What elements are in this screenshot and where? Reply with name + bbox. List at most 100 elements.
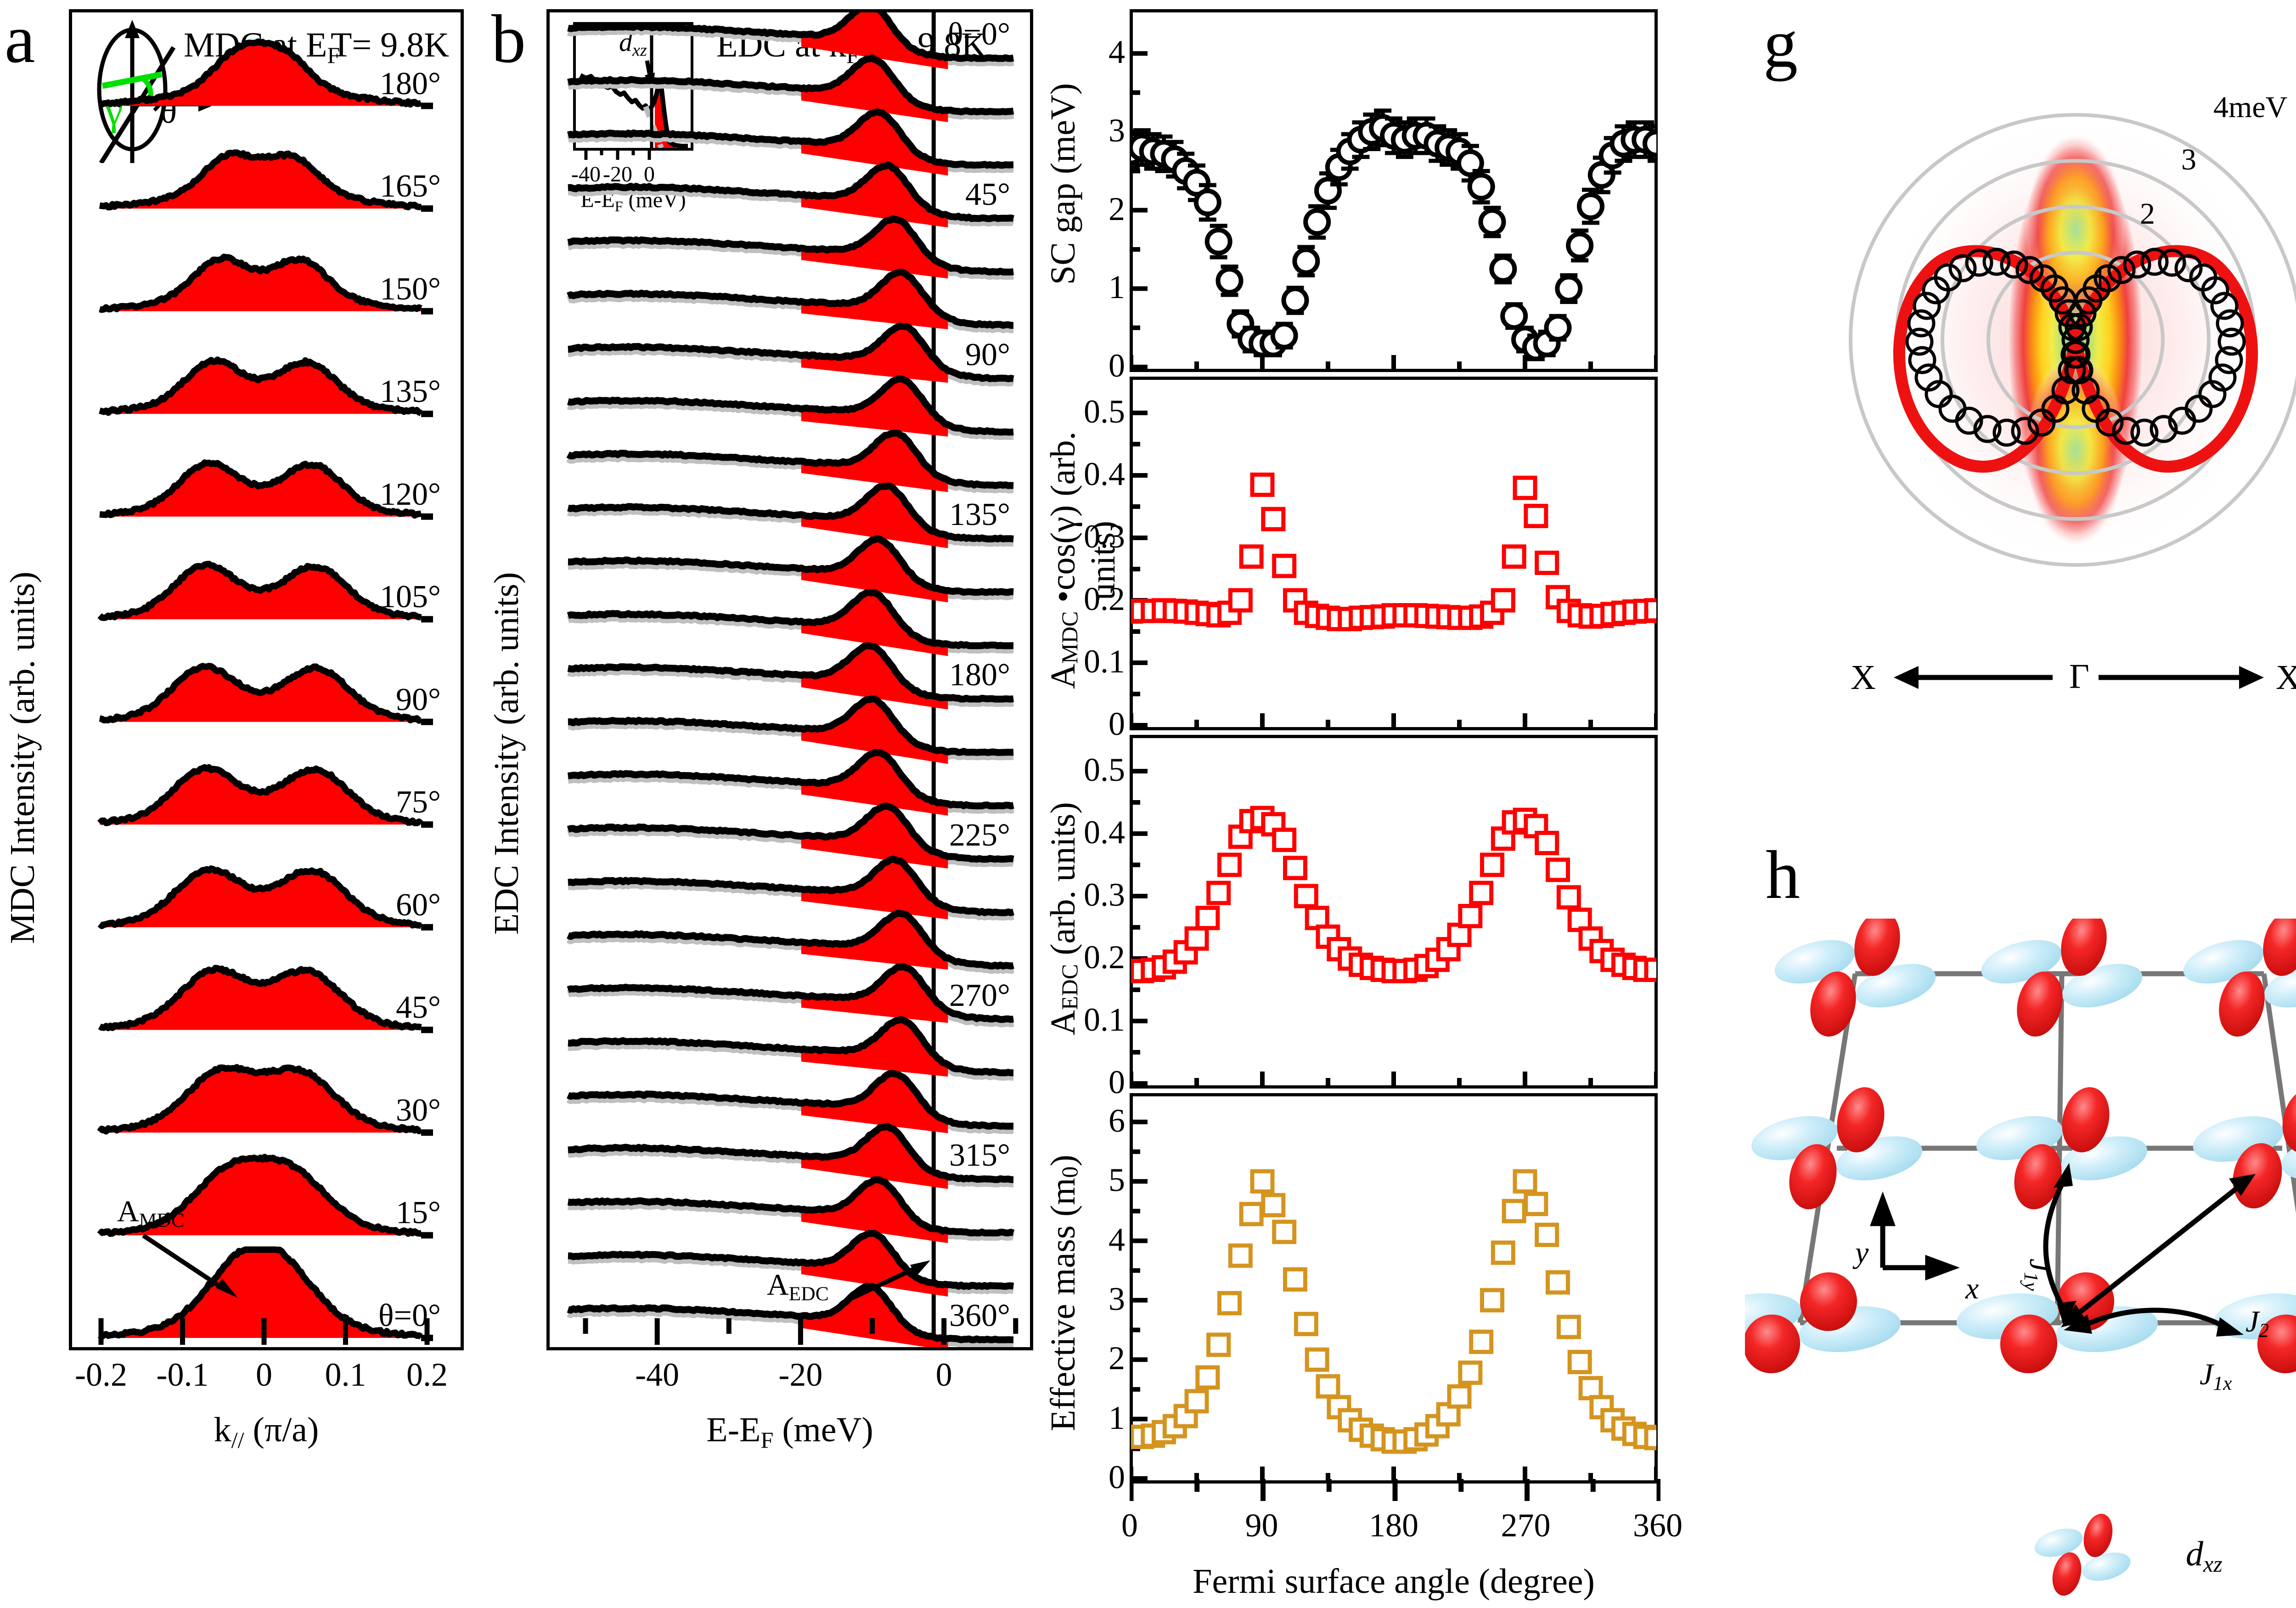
panel-f-ytick-label: 2 xyxy=(1109,1340,1125,1377)
panel-a-xtick-label: 0.1 xyxy=(325,1356,366,1393)
panel-a-xlabel: k// (π/a) xyxy=(69,1410,464,1453)
panel-g-contour-label-3: 3 xyxy=(2181,143,2196,176)
panels-cdef-xtick-label: 0 xyxy=(1121,1507,1138,1544)
panel-b-angle-label: 225° xyxy=(949,817,1010,853)
panel-d-ytick-label: 0.3 xyxy=(1084,518,1125,555)
panel-a-angle-label: 180° xyxy=(380,66,441,102)
panel-b-letter: b xyxy=(491,1,526,77)
panel-a: a MDC Intensity (arb. units) MDC at EF T… xyxy=(0,0,478,1608)
panels-cdef-xtick-labels: 0 90 180 270 360 xyxy=(1121,1506,1683,1552)
panel-b-aedc-label: AEDC xyxy=(767,1268,829,1305)
panel-b-angle-label: 135° xyxy=(949,497,1010,533)
panels-cdef-xtick-label: 90 xyxy=(1245,1507,1278,1544)
panel-b-angle-label: 270° xyxy=(949,977,1010,1013)
panel-a-angle-label: θ=0° xyxy=(378,1298,441,1333)
panel-a-gamma-label: γ xyxy=(105,88,123,134)
panel-d-plot xyxy=(1131,411,1656,729)
panel-d: d AMDC •cos(γ) (arb. units) 00.10.20.30.… xyxy=(1038,372,1690,742)
panel-g-contour-label-4mev: 4meV xyxy=(2213,90,2288,124)
panel-a-xaxis-ticks xyxy=(98,1318,430,1345)
panel-d-ytick-label: 0 xyxy=(1109,705,1125,742)
panel-h-coupling-j1x-label: J1x xyxy=(2200,1357,2232,1395)
panel-d-ytick-label: 0.4 xyxy=(1084,456,1125,492)
panel-h-j2-main: J xyxy=(2245,1305,2259,1338)
panel-g-fermi-surface-map xyxy=(1849,110,2296,570)
panel-g: g xyxy=(1699,0,2296,744)
panel-b-inset-xlabel-sub: F xyxy=(614,198,623,214)
panel-b-xaxis-ticks xyxy=(583,1318,1019,1345)
panel-a-amdc-main: A xyxy=(117,1195,139,1228)
panel-f-ylabel: Effective mass (m0) xyxy=(1043,1121,1083,1465)
panel-f-ylabel-main: Effective mass (m xyxy=(1044,1178,1082,1431)
panel-c-plot xyxy=(1131,51,1656,371)
panel-a-angle-label: 60° xyxy=(396,887,441,923)
panel-b-xlabel-unit: (meV) xyxy=(773,1411,873,1449)
panel-b-xtick-label: -20 xyxy=(778,1356,823,1393)
panel-h-coupling-j2-label: J2 xyxy=(2245,1304,2269,1342)
panels-cdef-xtick-label: 360 xyxy=(1633,1507,1683,1544)
panel-f-ylabel-rest: ) xyxy=(1044,1155,1082,1167)
panel-f-ytick-labels: 0 1 2 3 4 5 6 xyxy=(1079,1089,1125,1495)
panel-e-plot xyxy=(1131,769,1656,1087)
panel-c-ytick-label: 2 xyxy=(1109,190,1125,227)
panels-cdef-xtick-label: 180 xyxy=(1369,1507,1418,1544)
panel-a-angle-label: 45° xyxy=(396,990,441,1026)
panel-f-ytick-label: 1 xyxy=(1109,1399,1125,1436)
panel-b-xtick-label: 0 xyxy=(935,1356,952,1393)
panel-b-angle-label: 360° xyxy=(949,1298,1010,1333)
panel-b-inset-dxz-sub: xz xyxy=(632,40,647,60)
panel-a-angle-label: 105° xyxy=(380,579,441,615)
panel-f-ylabel-sub: 0 xyxy=(1057,1166,1083,1178)
panel-a-letter: a xyxy=(5,1,35,77)
panel-b-angle-label: 45° xyxy=(965,176,1010,212)
panel-g-letter: g xyxy=(1763,6,1798,82)
panel-b-angle-labels: θ=0° 45° 90° 135° 180° 225° 270° 315° 360° xyxy=(918,0,1033,1350)
panel-b-angle-label: 180° xyxy=(949,657,1010,693)
panel-g-contour-label-2: 2 xyxy=(2140,197,2155,231)
panel-e-ytick-label: 0 xyxy=(1109,1064,1125,1100)
panel-h-j2-sub: 2 xyxy=(2259,1320,2269,1342)
panel-h-j1x-sub: 1x xyxy=(2213,1372,2232,1395)
panel-b-edc-stack xyxy=(566,12,1015,1347)
panel-a-angle-label: 120° xyxy=(380,476,441,512)
panels-cdef-xtick-label: 270 xyxy=(1501,1507,1551,1544)
panel-f-plot xyxy=(1131,1119,1656,1482)
panel-c-ytick-label: 1 xyxy=(1109,269,1125,306)
panel-a-xtick-label: 0 xyxy=(256,1356,272,1393)
panel-h: h xyxy=(1699,781,2296,1608)
panel-f-ytick-label: 5 xyxy=(1109,1162,1125,1199)
panel-d-ytick-labels: 0 0.1 0.2 0.3 0.4 0.5 xyxy=(1070,372,1125,742)
panel-b-inset-xtick-label: -40 xyxy=(571,162,601,186)
panel-h-axis-x-label: x xyxy=(1965,1272,1979,1305)
panel-g-label-x-left: X xyxy=(1851,658,1876,697)
panels-cdef-xlabel: Fermi surface angle (degree) xyxy=(1193,1562,1595,1601)
panel-b-inset-xtick-label: -20 xyxy=(603,162,632,186)
panel-a-xlabel-unit: (π/a) xyxy=(244,1411,319,1449)
panel-e: e AEDC (arb. units) 00.10.20.30.40.5 xyxy=(1038,730,1690,1100)
panel-g-label-gamma: Γ xyxy=(2069,657,2089,696)
panel-c-ylabel: SC gap (meV) xyxy=(1044,83,1082,285)
panel-h-axis-y-label: y xyxy=(1855,1236,1869,1269)
panel-b-inset-xticks xyxy=(584,148,651,160)
panel-f-ytick-label: 6 xyxy=(1109,1102,1125,1139)
panel-h-legend-main: d xyxy=(2186,1535,2203,1573)
panel-a-angle-label: 75° xyxy=(396,784,441,820)
panel-e-ytick-label: 0.4 xyxy=(1084,814,1125,851)
panel-c-ytick-label: 4 xyxy=(1109,34,1125,71)
panel-a-xtick-label: -0.2 xyxy=(75,1356,127,1393)
panel-h-j1x-main: J xyxy=(2200,1358,2213,1391)
panel-b-inset-xtick-labels: -40 -20 0 xyxy=(571,162,693,186)
panel-h-coupling-j1y-label: J1y xyxy=(2020,1258,2057,1291)
panel-a-xtick-label: -0.1 xyxy=(156,1356,209,1393)
panel-a-angle-label: 15° xyxy=(396,1195,441,1231)
panel-f-ytick-label: 4 xyxy=(1109,1221,1125,1258)
panel-b-xlabel-main: E-E xyxy=(706,1411,761,1449)
panel-a-title-mdc-sub: F xyxy=(327,42,340,68)
panel-a-xlabel-main: k xyxy=(214,1411,231,1449)
panel-b-angle-label: 90° xyxy=(965,337,1010,372)
panel-a-angle-label: 30° xyxy=(396,1092,441,1128)
panel-a-angle-label: 165° xyxy=(380,169,441,204)
panel-b-xtick-labels: -40 -20 0 xyxy=(546,1356,1033,1397)
